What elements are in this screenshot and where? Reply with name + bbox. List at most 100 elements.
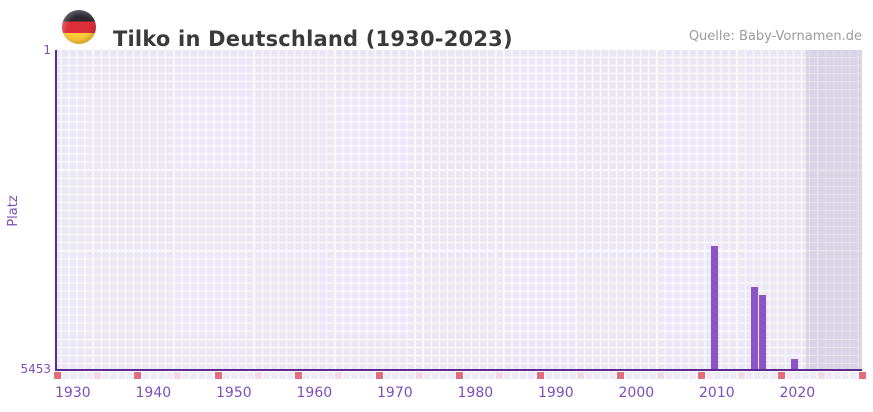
x-tick-1940: 1940 <box>135 385 172 401</box>
decade-marker <box>375 372 383 379</box>
x-tick-2010: 2010 <box>699 385 735 401</box>
plot-area <box>55 50 862 371</box>
year-marker <box>423 372 431 379</box>
bar-year-2017[interactable] <box>758 294 766 369</box>
half-decade-marker <box>415 372 423 379</box>
decade-marker <box>295 372 302 379</box>
decade-marker <box>697 372 705 379</box>
future-years-shade <box>805 50 862 369</box>
year-marker <box>142 372 150 379</box>
year-marker <box>689 372 697 379</box>
year-marker <box>520 372 528 379</box>
year-marker <box>842 372 850 379</box>
year-marker <box>286 372 294 379</box>
half-decade-marker <box>576 372 584 379</box>
year-marker <box>592 372 600 379</box>
bar-year-2021[interactable] <box>791 358 799 369</box>
year-marker <box>826 372 834 379</box>
decade-marker <box>53 372 61 379</box>
year-marker <box>117 372 125 379</box>
year-marker <box>544 372 552 379</box>
year-marker <box>512 372 520 379</box>
year-marker <box>367 372 375 379</box>
year-marker <box>633 372 641 379</box>
year-marker <box>125 372 133 379</box>
year-marker <box>359 372 367 379</box>
year-marker <box>786 372 794 379</box>
year-marker <box>77 372 85 379</box>
year-marker <box>753 372 761 379</box>
year-marker <box>222 372 230 379</box>
year-marker <box>198 372 206 379</box>
year-marker <box>230 372 238 379</box>
y-axis-label: Platz <box>6 195 21 227</box>
year-marker <box>399 372 407 379</box>
year-marker <box>391 372 399 379</box>
year-marker <box>552 372 560 379</box>
year-marker <box>311 372 319 379</box>
year-marker <box>560 372 568 379</box>
year-marker <box>439 372 447 379</box>
year-marker <box>431 372 439 379</box>
year-marker <box>769 372 777 379</box>
x-tick-1970: 1970 <box>377 385 413 401</box>
year-marker <box>383 372 391 379</box>
x-tick-2000: 2000 <box>618 385 655 401</box>
year-marker <box>85 372 93 379</box>
year-marker <box>206 372 214 379</box>
year-marker <box>673 372 681 379</box>
year-marker <box>850 372 858 379</box>
year-marker <box>278 372 286 379</box>
half-decade-marker <box>335 372 343 379</box>
x-tick-1930: 1930 <box>55 385 91 401</box>
year-marker <box>608 372 616 379</box>
year-marker <box>246 372 254 379</box>
year-marker <box>190 372 198 379</box>
half-decade-marker <box>174 372 182 379</box>
year-marker <box>761 372 769 379</box>
year-marker <box>584 372 592 379</box>
year-marker <box>721 372 729 379</box>
year-marker <box>641 372 649 379</box>
half-decade-marker <box>737 372 745 379</box>
decade-marker <box>456 372 463 379</box>
year-marker <box>150 372 158 379</box>
half-decade-marker <box>254 372 262 379</box>
x-tick-2020: 2020 <box>779 385 816 401</box>
year-marker <box>681 372 689 379</box>
decade-marker <box>536 372 544 379</box>
year-marker <box>729 372 737 379</box>
year-marker <box>600 372 608 379</box>
year-marker <box>319 372 327 379</box>
year-marker <box>665 372 673 379</box>
decade-marker <box>134 372 141 379</box>
y-tick-top: 1 <box>43 43 51 57</box>
bar-year-2016[interactable] <box>750 286 758 369</box>
year-marker <box>480 372 488 379</box>
chart-title: Tilko in Deutschland (1930-2023) <box>113 27 513 52</box>
decade-marker <box>214 372 222 379</box>
source-attribution: Quelle: Baby-Vornamen.de <box>688 29 862 44</box>
year-marker <box>109 372 117 379</box>
year-marker <box>464 372 472 379</box>
year-marker <box>101 372 109 379</box>
year-marker <box>343 372 351 379</box>
year-marker <box>351 372 359 379</box>
x-tick-1950: 1950 <box>216 385 252 401</box>
year-marker <box>504 372 512 379</box>
year-marker <box>810 372 818 379</box>
year-marker <box>303 372 311 379</box>
year-marker <box>238 372 246 379</box>
year-marker <box>834 372 842 379</box>
year-marker <box>802 372 810 379</box>
x-tick-1960: 1960 <box>296 385 333 401</box>
bar-year-2011[interactable] <box>710 245 718 369</box>
year-marker <box>407 372 415 379</box>
year-marker <box>158 372 166 379</box>
half-decade-marker <box>496 372 504 379</box>
year-marker <box>625 372 633 379</box>
year-marker <box>649 372 657 379</box>
year-marker <box>794 372 802 379</box>
decade-marker <box>617 372 624 379</box>
